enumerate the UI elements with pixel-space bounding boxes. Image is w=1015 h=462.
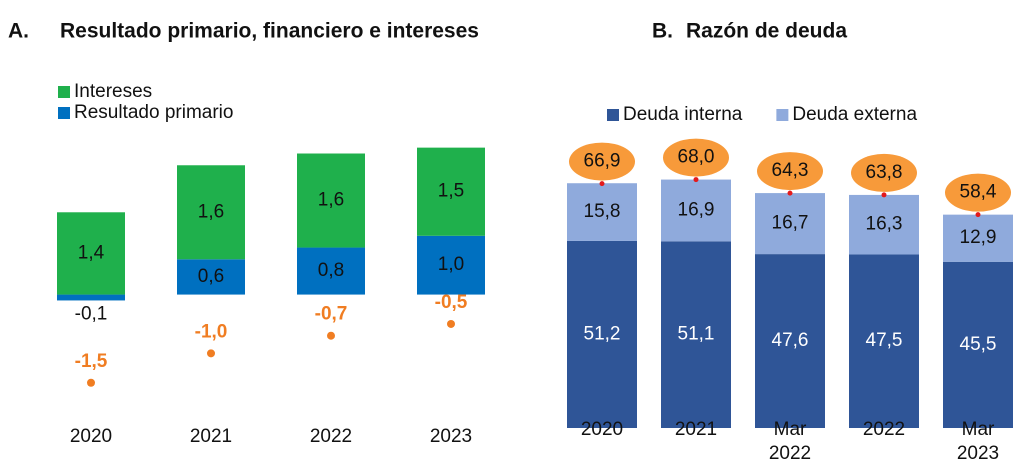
bar-segment bbox=[943, 214, 1013, 262]
legend-label: Deuda externa bbox=[792, 104, 917, 125]
bar-segment bbox=[661, 241, 731, 428]
x-tick-label: 2020 bbox=[581, 419, 623, 440]
bar-segment bbox=[943, 261, 1013, 428]
legend-swatch bbox=[58, 86, 70, 98]
x-tick-label: 2020 bbox=[70, 426, 112, 447]
bar-segment bbox=[417, 147, 485, 236]
x-tick-label: Mar 2023 bbox=[957, 419, 999, 462]
data-label: 16,3 bbox=[866, 214, 903, 235]
total-point bbox=[881, 192, 887, 198]
total-bubble bbox=[663, 138, 729, 177]
bar-segment bbox=[297, 247, 365, 295]
bar-segment bbox=[417, 235, 485, 295]
total-label: 58,4 bbox=[960, 182, 997, 203]
bar-segment bbox=[567, 240, 637, 428]
legend-swatch bbox=[58, 107, 70, 119]
total-point bbox=[599, 181, 605, 187]
data-label: 0,8 bbox=[318, 260, 344, 281]
point-label: -0,5 bbox=[435, 292, 468, 313]
bar-segment bbox=[297, 153, 365, 248]
x-tick-label: 2021 bbox=[190, 426, 232, 447]
point bbox=[87, 378, 95, 387]
bar-segment bbox=[849, 254, 919, 428]
data-label: 1,4 bbox=[78, 242, 105, 263]
data-label: 1,0 bbox=[438, 254, 464, 275]
bar-segment bbox=[755, 254, 825, 428]
total-label: 68,0 bbox=[678, 147, 715, 168]
x-tick-label-line: Mar bbox=[962, 419, 995, 440]
data-label: 16,7 bbox=[772, 213, 809, 234]
total-point bbox=[975, 212, 981, 218]
total-bubble bbox=[757, 152, 823, 191]
data-label: 0,6 bbox=[198, 266, 224, 287]
panel-label: B. bbox=[652, 20, 673, 43]
bar-segment bbox=[849, 194, 919, 255]
legend-swatch bbox=[607, 109, 619, 121]
data-label: 1,6 bbox=[198, 201, 224, 222]
x-tick-label-line: 2023 bbox=[957, 443, 999, 462]
total-label: 63,8 bbox=[866, 162, 903, 183]
bar-segment bbox=[661, 179, 731, 242]
panel-label: A. bbox=[8, 20, 29, 43]
data-label: 16,9 bbox=[678, 199, 715, 220]
bar-segment bbox=[177, 165, 245, 260]
chart-title: Razón de deuda bbox=[686, 20, 847, 43]
legend-swatch bbox=[776, 109, 789, 121]
point-label: -1,0 bbox=[195, 321, 228, 342]
legend-label: Deuda interna bbox=[623, 104, 743, 125]
point bbox=[327, 331, 335, 340]
point-label: -0,7 bbox=[315, 304, 348, 325]
total-label: 66,9 bbox=[584, 151, 621, 172]
total-bubble bbox=[945, 173, 1011, 212]
data-label: 1,6 bbox=[318, 190, 344, 211]
data-label: 15,8 bbox=[584, 201, 621, 222]
data-label: -0,1 bbox=[75, 303, 108, 324]
total-label: 64,3 bbox=[772, 160, 809, 181]
total-bubble bbox=[851, 153, 917, 192]
legend-label: Resultado primario bbox=[74, 102, 233, 123]
legend-label: Intereses bbox=[74, 81, 152, 102]
x-tick-label: 2023 bbox=[430, 426, 472, 447]
data-label: 47,6 bbox=[772, 330, 809, 351]
bar-segment bbox=[755, 193, 825, 255]
total-point bbox=[787, 190, 793, 196]
data-label: 51,2 bbox=[584, 323, 621, 344]
data-label: 47,5 bbox=[866, 330, 903, 351]
data-label: 51,1 bbox=[678, 324, 715, 345]
total-bubble bbox=[569, 142, 635, 181]
x-tick-label: 2022 bbox=[310, 426, 352, 447]
data-label: 45,5 bbox=[960, 334, 997, 355]
point-label: -1,5 bbox=[75, 351, 108, 372]
x-tick-label: Mar 2022 bbox=[769, 419, 811, 462]
x-tick-label-line: Mar bbox=[774, 419, 807, 440]
bar-segment bbox=[57, 294, 125, 301]
point bbox=[207, 349, 215, 358]
data-label: 1,5 bbox=[438, 181, 464, 202]
x-tick-label: 2021 bbox=[675, 419, 717, 440]
bar-segment bbox=[57, 212, 125, 295]
chart-title: Resultado primario, financiero e interes… bbox=[60, 20, 479, 43]
total-point bbox=[693, 177, 699, 183]
x-tick-label: 2022 bbox=[863, 419, 905, 440]
bar-segment bbox=[567, 183, 637, 241]
x-tick-label-line: 2022 bbox=[769, 443, 811, 462]
bar-segment bbox=[177, 259, 245, 295]
data-label: 12,9 bbox=[960, 227, 997, 248]
point bbox=[447, 319, 455, 328]
